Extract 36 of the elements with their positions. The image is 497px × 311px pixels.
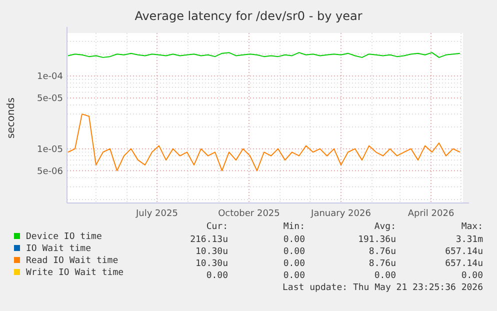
text: 10.30u [195,259,228,269]
y-tick-label: 1e-05 [37,144,63,155]
text: 657.14u [445,247,483,257]
text: 0.00 [206,271,228,281]
text: 216.13u [190,235,228,245]
text: 0.00 [283,247,305,257]
text: Avg: [374,222,396,232]
text: 191.36u [358,235,396,245]
legend-label: Read IO Wait time [26,256,118,266]
line-series [68,114,460,172]
text: Cur: [206,222,228,232]
legend-label: Write IO Wait time [26,268,124,278]
text: 10.30u [195,247,228,257]
text: 8.76u [368,259,396,269]
text: 0.00 [461,271,483,281]
text: 0.00 [283,259,305,269]
legend-label: IO Wait time [26,244,92,254]
text: 3.31m [456,235,483,245]
y-axis-title: seconds [6,98,17,138]
text: 0.00 [283,271,305,281]
x-tick-label: January 2026 [310,209,372,219]
chart-title: Average latency for /dev/sr0 - by year [134,9,362,23]
text: Min: [283,222,305,232]
text: 657.14u [445,259,483,269]
text: 8.76u [368,247,396,257]
x-tick-label: April 2026 [408,209,454,219]
x-tick-label: October 2025 [218,209,280,219]
y-tick-label: 5e-05 [37,94,63,104]
text: 0.00 [283,235,305,245]
y-tick-label: 5e-06 [37,166,64,177]
text: 0.00 [374,271,396,281]
text: Max: [461,222,483,232]
x-tick-label: July 2025 [135,209,178,219]
y-tick-label: 1e-04 [37,72,64,82]
text: Last update: Thu May 21 23:25:36 2026 [282,283,483,293]
legend-label: Device IO time [26,232,102,242]
